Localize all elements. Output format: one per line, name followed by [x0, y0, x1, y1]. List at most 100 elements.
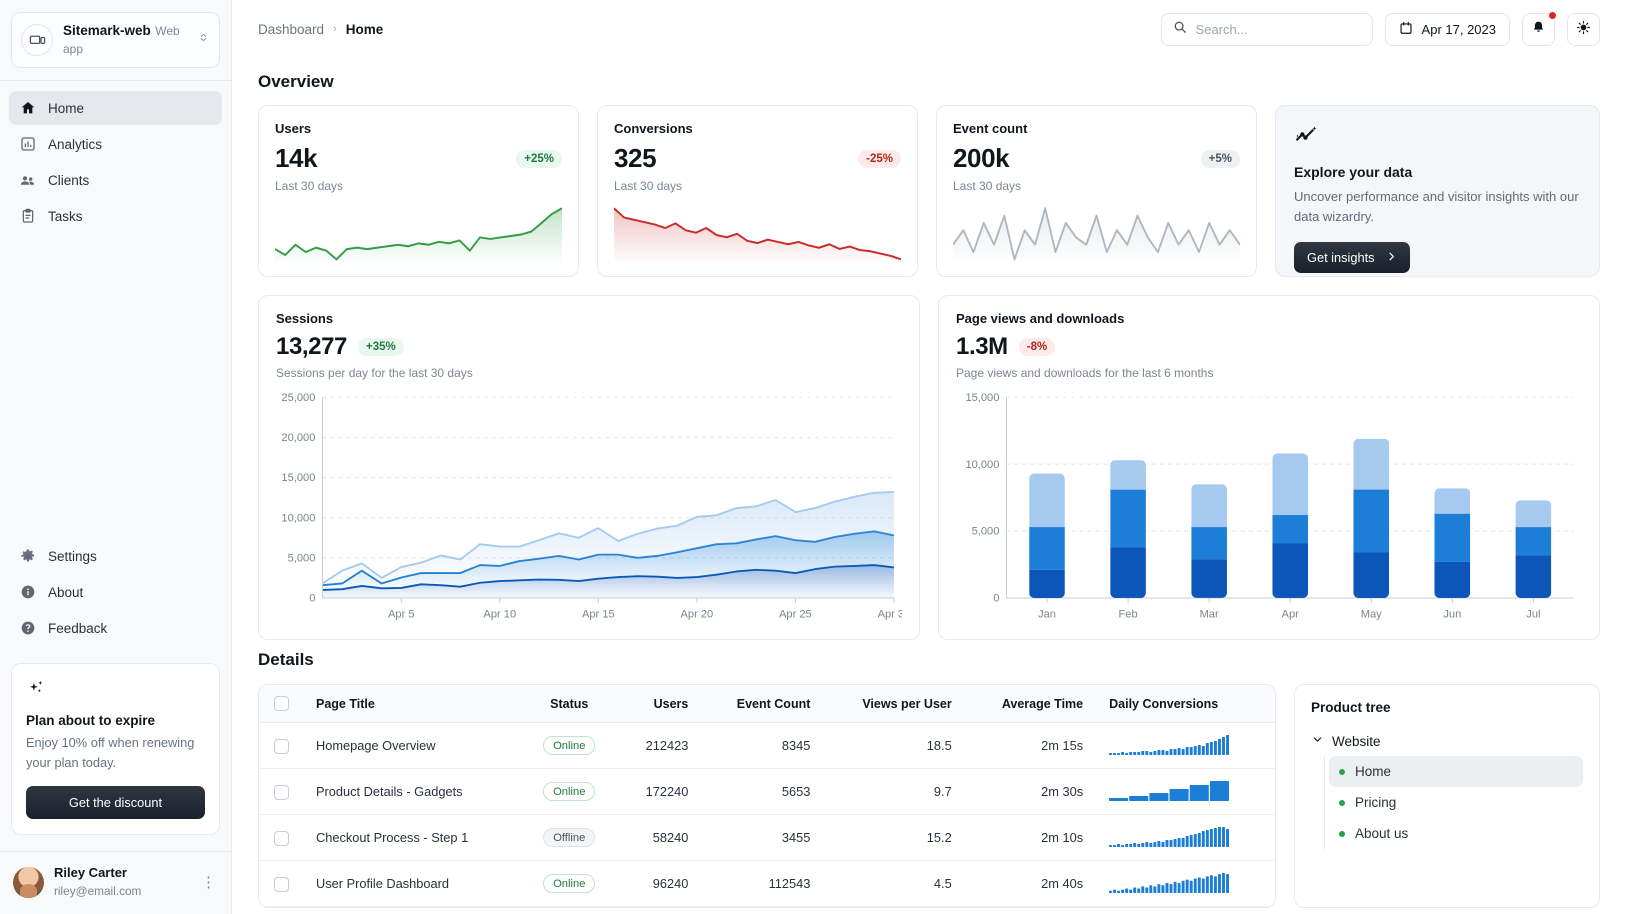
breadcrumb-dashboard[interactable]: Dashboard	[258, 21, 325, 37]
avatar	[13, 866, 44, 898]
svg-text:25,000: 25,000	[281, 392, 315, 404]
tree-item-label: Home	[1355, 764, 1392, 779]
row-checkbox[interactable]	[273, 784, 289, 800]
svg-text:Apr 15: Apr 15	[582, 609, 615, 621]
table-body: Homepage Overview Online 212423 8345 18.…	[259, 722, 1275, 908]
chart-subtitle: Sessions per day for the last 30 days	[276, 366, 473, 380]
sidebar-item-feedback[interactable]: Feedback	[9, 611, 222, 645]
row-checkbox[interactable]	[273, 830, 289, 846]
workspace-switcher[interactable]: Sitemark-web Web app	[11, 12, 220, 68]
cell-event-count: 8345	[701, 722, 824, 770]
column-header-page-title[interactable]: Page Title	[303, 685, 522, 724]
table-header-row: Page Title Status Users Event Count View…	[259, 685, 1275, 724]
promo-body: Enjoy 10% off when renewing your plan to…	[26, 735, 195, 771]
user-profile[interactable]: Riley Carter riley@email.com ⋮	[0, 852, 231, 914]
cell-event-count: 3455	[701, 814, 824, 862]
tree-item-home[interactable]: Home	[1329, 756, 1583, 787]
stat-delta-badge: +25%	[516, 149, 562, 168]
chart-title: Page views and downloads	[956, 311, 1125, 326]
table-row[interactable]: User Profile Dashboard Online 96240 1125…	[259, 860, 1275, 908]
status-dot-icon	[1339, 768, 1345, 775]
details-row: Page Title Status Users Event Count View…	[258, 684, 1600, 909]
tree-item-about-us[interactable]: About us	[1329, 818, 1583, 849]
search-input[interactable]	[1195, 21, 1361, 37]
select-all-header	[259, 685, 303, 724]
get-discount-button[interactable]: Get the discount	[26, 786, 205, 819]
status-badge: Online	[543, 782, 596, 802]
notifications-button[interactable]	[1522, 10, 1557, 46]
sun-icon	[1576, 20, 1591, 38]
cell-status: Online	[521, 722, 618, 770]
sessions-area-chart[interactable]: 0 5,000 10,000 15,000 20,000 25,000 Apr 5 Apr 1…	[276, 389, 902, 629]
stat-value: 325	[614, 143, 657, 173]
pageviews-bar-chart[interactable]: 0 5,000 10,000 15,000 Jan Feb Mar Apr May Jun Jul	[956, 389, 1582, 629]
sidebar-item-clients[interactable]: Clients	[9, 163, 222, 197]
row-checkbox[interactable]	[273, 738, 289, 754]
details-table-card: Page Title Status Users Event Count View…	[258, 684, 1276, 909]
sidebar-item-home[interactable]: Home	[9, 91, 222, 125]
device-icon	[21, 24, 53, 56]
cell-views-per-user: 4.5	[823, 860, 965, 908]
table-row[interactable]: Product Details - Gadgets Online 172240 …	[259, 768, 1275, 816]
theme-toggle-button[interactable]	[1567, 12, 1600, 46]
date-picker-button[interactable]: Apr 17, 2023	[1384, 12, 1510, 46]
sidebar-item-analytics[interactable]: Analytics	[9, 127, 222, 161]
svg-text:Jan: Jan	[1038, 609, 1056, 621]
chart-delta-badge: +35%	[358, 338, 404, 356]
column-header-daily-conversions[interactable]: Daily Conversions	[1096, 685, 1275, 724]
row-select-cell	[259, 768, 303, 816]
charts-row: Sessions 13,277 +35% Sessions per day fo…	[258, 295, 1600, 640]
stat-label: Users	[275, 121, 312, 136]
stat-card-conversions: Conversions 325 -25% Last 30 days	[597, 105, 918, 277]
cell-status: Online	[521, 768, 618, 816]
svg-text:0: 0	[993, 592, 999, 604]
sidebar-item-settings[interactable]: Settings	[9, 539, 222, 573]
tree-group-website[interactable]: Website	[1311, 726, 1583, 756]
more-vertical-icon[interactable]: ⋮	[201, 873, 216, 891]
cell-daily-conversions	[1096, 860, 1275, 908]
cell-page-title: Product Details - Gadgets	[303, 768, 522, 816]
sidebar-item-label: Home	[48, 100, 85, 116]
tree-item-pricing[interactable]: Pricing	[1329, 787, 1583, 818]
sparkline-event-count	[953, 199, 1240, 264]
breadcrumb-current[interactable]: Home	[345, 21, 384, 37]
workspace-name: Sitemark-web	[63, 23, 151, 38]
row-checkbox[interactable]	[273, 876, 289, 892]
sparkline-users	[275, 199, 562, 264]
get-insights-button[interactable]: Get insights	[1294, 241, 1410, 273]
search-box[interactable]	[1160, 12, 1373, 46]
select-all-checkbox[interactable]	[273, 696, 289, 712]
cell-users: 172240	[617, 768, 702, 816]
tree-item-label: Pricing	[1355, 795, 1397, 810]
svg-text:Mar: Mar	[1200, 609, 1219, 621]
column-header-event-count[interactable]: Event Count	[701, 685, 824, 724]
column-header-average-time[interactable]: Average Time	[964, 685, 1097, 724]
cell-event-count: 5653	[701, 768, 824, 816]
sidebar-item-label: Feedback	[48, 620, 108, 636]
sidebar-item-tasks[interactable]: Tasks	[9, 199, 222, 233]
table-row[interactable]: Homepage Overview Online 212423 8345 18.…	[259, 722, 1275, 770]
status-badge: Online	[543, 736, 596, 756]
sidebar-item-about[interactable]: About	[9, 575, 222, 609]
column-header-status[interactable]: Status	[521, 685, 618, 724]
stat-value: 200k	[953, 143, 1010, 173]
status-dot-icon	[1339, 799, 1345, 806]
breadcrumb-separator: ›	[333, 23, 337, 35]
chart-value: 13,277	[276, 333, 348, 360]
column-header-users[interactable]: Users	[617, 685, 702, 724]
bell-icon	[1531, 20, 1546, 38]
cell-average-time: 2m 10s	[964, 814, 1097, 862]
cell-page-title: User Profile Dashboard	[303, 860, 522, 908]
explore-data-card: Explore your data Uncover performance an…	[1275, 105, 1600, 277]
row-select-cell	[259, 722, 303, 770]
svg-text:Apr 20: Apr 20	[681, 609, 714, 621]
table-row[interactable]: Checkout Process - Step 1 Offline 58240 …	[259, 814, 1275, 862]
svg-text:Jun: Jun	[1443, 609, 1461, 621]
chevron-down-icon[interactable]	[1311, 733, 1324, 749]
cell-users: 58240	[617, 814, 702, 862]
promo-title: Plan about to expire	[26, 713, 156, 729]
help-icon	[19, 620, 36, 637]
stat-period: Last 30 days	[953, 179, 1022, 193]
column-header-views-per-user[interactable]: Views per User	[823, 685, 965, 724]
stat-label: Conversions	[614, 121, 693, 136]
